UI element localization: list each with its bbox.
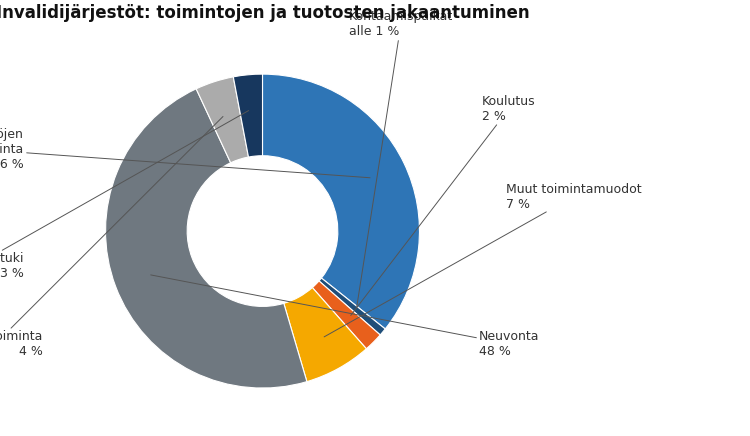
Text: Järjestöjen
perustoiminta
36 %: Järjestöjen perustoiminta 36 %: [0, 128, 370, 178]
Text: Koulutus
2 %: Koulutus 2 %: [351, 95, 536, 316]
Text: Neuvonta
48 %: Neuvonta 48 %: [151, 275, 539, 358]
Wedge shape: [312, 281, 380, 349]
Wedge shape: [284, 288, 366, 382]
Wedge shape: [262, 74, 419, 329]
Text: Yksilöllinen tuki
3 %: Yksilöllinen tuki 3 %: [0, 111, 249, 279]
Wedge shape: [233, 74, 262, 157]
Text: Ryhmätoiminta
4 %: Ryhmätoiminta 4 %: [0, 116, 223, 358]
Wedge shape: [196, 77, 248, 163]
Text: Kohtaamispaikat
alle 1 %: Kohtaamispaikat alle 1 %: [349, 10, 453, 307]
Wedge shape: [106, 89, 307, 388]
Text: Muut toimintamuodot
7 %: Muut toimintamuodot 7 %: [324, 183, 641, 337]
Wedge shape: [319, 278, 386, 335]
Title: Invalidijärjestöt: toimintojen ja tuotosten jakaantuminen: Invalidijärjestöt: toimintojen ja tuotos…: [0, 4, 530, 22]
